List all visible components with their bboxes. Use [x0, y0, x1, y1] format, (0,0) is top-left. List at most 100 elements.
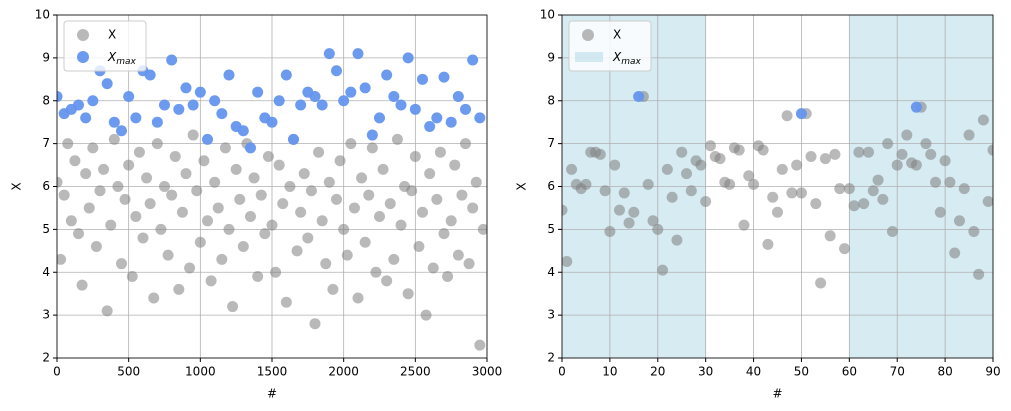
point [90, 241, 102, 253]
point [477, 223, 487, 235]
point [280, 296, 292, 308]
point [151, 138, 163, 150]
point [237, 241, 249, 253]
point [467, 54, 479, 66]
point [891, 159, 903, 171]
point [144, 69, 156, 81]
point [743, 170, 755, 182]
point [427, 262, 439, 274]
point [829, 148, 841, 160]
legend-marker [77, 29, 89, 41]
point [786, 187, 798, 199]
point [834, 183, 846, 195]
point [209, 95, 221, 107]
point [169, 150, 181, 162]
point [323, 176, 335, 188]
point [331, 65, 342, 77]
point [409, 150, 421, 162]
legend-marker [77, 51, 89, 63]
point [384, 198, 396, 210]
point [599, 185, 611, 197]
point [417, 206, 428, 218]
point [148, 292, 160, 304]
point [212, 202, 224, 214]
point [562, 204, 568, 216]
point [130, 211, 142, 223]
point [377, 163, 389, 175]
point [252, 271, 264, 283]
point [320, 258, 332, 270]
point [327, 283, 339, 295]
point [757, 144, 769, 156]
point [604, 226, 616, 238]
point [230, 163, 242, 175]
point [216, 253, 228, 265]
point [987, 144, 993, 156]
point [968, 226, 980, 238]
point [843, 183, 855, 195]
point [381, 275, 393, 287]
x-axis-label: # [267, 387, 277, 401]
point [388, 253, 400, 265]
point [159, 181, 170, 192]
point [331, 193, 342, 205]
point [187, 99, 199, 111]
point [681, 168, 693, 180]
x-tick-label: 20 [650, 365, 665, 379]
x-tick-label: 80 [937, 365, 952, 379]
x-tick-label: 70 [890, 365, 905, 379]
y-tick-label: 9 [547, 50, 555, 64]
point [958, 183, 970, 195]
point [284, 181, 296, 192]
point [252, 86, 264, 98]
point [685, 185, 697, 197]
point [101, 78, 113, 90]
y-tick-label: 3 [42, 308, 50, 322]
x-tick-label: 500 [117, 365, 140, 379]
point [580, 178, 592, 190]
point [795, 187, 807, 199]
point [449, 159, 461, 171]
point [901, 129, 913, 141]
subplot: 0 10 20 30 40 50 60 70 80 90 2 3 4 5 6 7 8 9 10 # X X Xmax [515, 8, 1001, 401]
point [791, 159, 803, 171]
point [166, 54, 178, 66]
point [795, 108, 807, 120]
point [442, 271, 454, 283]
point [359, 82, 371, 94]
point [776, 163, 788, 175]
legend-label: X [613, 28, 621, 42]
point [848, 200, 860, 212]
point [209, 176, 221, 188]
point [137, 232, 149, 244]
y-tick-label: 8 [547, 93, 555, 107]
point [657, 264, 669, 276]
y-axis-label: X [10, 182, 24, 190]
y-tick-label: 8 [42, 93, 50, 107]
point [424, 120, 436, 132]
point [417, 73, 428, 85]
point [57, 90, 63, 102]
x-tick-label: 3000 [472, 365, 503, 379]
point [949, 247, 961, 259]
point [245, 142, 256, 154]
legend-label: Xmax [612, 50, 642, 67]
point [323, 48, 335, 60]
point [144, 198, 156, 210]
point [280, 69, 292, 81]
point [194, 236, 206, 248]
point [162, 249, 174, 261]
y-tick-label: 4 [42, 265, 50, 279]
y-tick-label: 10 [540, 8, 555, 22]
point [633, 90, 645, 102]
point [366, 129, 378, 141]
point [824, 230, 836, 242]
point [445, 116, 457, 128]
point [463, 258, 475, 270]
point [341, 249, 353, 261]
x-tick-label: 40 [746, 365, 761, 379]
point [939, 155, 951, 167]
point [108, 116, 120, 128]
y-tick-label: 2 [42, 351, 50, 365]
y-tick-label: 2 [547, 351, 555, 365]
